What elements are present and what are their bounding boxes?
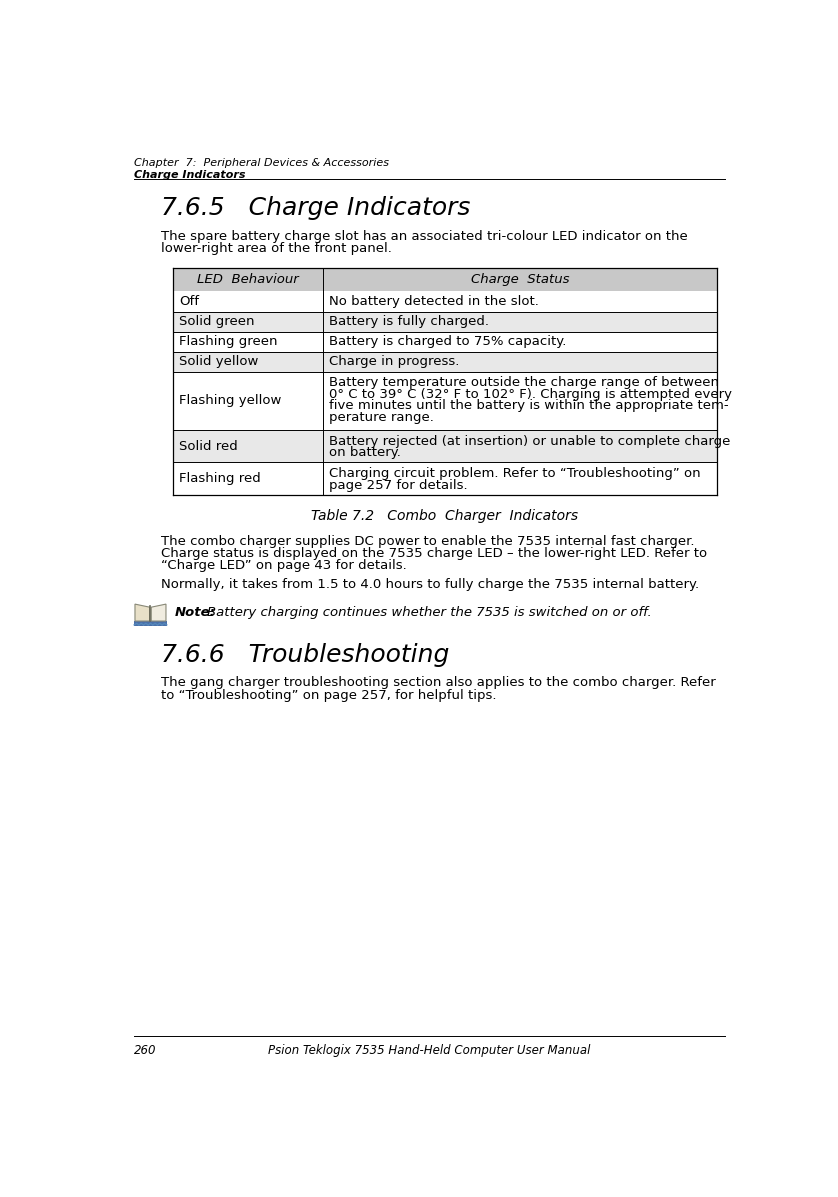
Text: Note:: Note: <box>174 606 215 619</box>
Text: page 257 for details.: page 257 for details. <box>328 479 468 492</box>
Text: 0° C to 39° C (32° F to 102° F). Charging is attempted every: 0° C to 39° C (32° F to 102° F). Chargin… <box>328 388 732 401</box>
Text: Charge Indicators: Charge Indicators <box>134 170 246 180</box>
Text: perature range.: perature range. <box>328 411 433 424</box>
Text: Solid yellow: Solid yellow <box>179 356 259 367</box>
Text: Battery charging continues whether the 7535 is switched on or off.: Battery charging continues whether the 7… <box>207 606 652 619</box>
Text: Flashing red: Flashing red <box>179 472 261 485</box>
Text: Battery is fully charged.: Battery is fully charged. <box>328 315 489 328</box>
Text: lower-right area of the front panel.: lower-right area of the front panel. <box>161 242 391 255</box>
Text: Charge status is displayed on the 7535 charge LED – the lower-right LED. Refer t: Charge status is displayed on the 7535 c… <box>161 547 706 560</box>
Text: 7.6.6   Troubleshooting: 7.6.6 Troubleshooting <box>161 643 449 667</box>
Text: Normally, it takes from 1.5 to 4.0 hours to fully charge the 7535 internal batte: Normally, it takes from 1.5 to 4.0 hours… <box>161 578 699 591</box>
Text: Off: Off <box>179 294 199 308</box>
Text: Solid red: Solid red <box>179 439 238 452</box>
Text: on battery.: on battery. <box>328 446 401 460</box>
Text: Chapter  7:  Peripheral Devices & Accessories: Chapter 7: Peripheral Devices & Accessor… <box>134 158 389 168</box>
Bar <box>173 462 717 494</box>
Text: Flashing yellow: Flashing yellow <box>179 394 282 407</box>
Bar <box>173 292 717 311</box>
Bar <box>173 268 717 292</box>
Text: “Charge LED” on page 43 for details.: “Charge LED” on page 43 for details. <box>161 559 406 572</box>
Text: Table 7.2   Combo  Charger  Indicators: Table 7.2 Combo Charger Indicators <box>312 509 578 523</box>
Text: Solid green: Solid green <box>179 315 255 328</box>
Text: Battery is charged to 75% capacity.: Battery is charged to 75% capacity. <box>328 335 566 348</box>
Polygon shape <box>135 604 150 621</box>
Text: five minutes until the battery is within the appropriate tem-: five minutes until the battery is within… <box>328 400 728 412</box>
Text: Battery rejected (at insertion) or unable to complete charge: Battery rejected (at insertion) or unabl… <box>328 435 730 448</box>
Bar <box>134 621 167 626</box>
Polygon shape <box>151 604 166 621</box>
Text: to “Troubleshooting” on page 257, for helpful tips.: to “Troubleshooting” on page 257, for he… <box>161 688 496 701</box>
Text: 7.6.5   Charge Indicators: 7.6.5 Charge Indicators <box>161 196 470 220</box>
Bar <box>173 311 717 332</box>
Text: 260: 260 <box>134 1044 157 1057</box>
Text: Flashing green: Flashing green <box>179 335 277 348</box>
Bar <box>173 332 717 352</box>
Bar <box>173 352 717 371</box>
Text: The spare battery charge slot has an associated tri-colour LED indicator on the: The spare battery charge slot has an ass… <box>161 230 687 243</box>
Bar <box>173 371 717 430</box>
Text: Psion Teklogix 7535 Hand-Held Computer User Manual: Psion Teklogix 7535 Hand-Held Computer U… <box>268 1044 591 1057</box>
Text: The combo charger supplies DC power to enable the 7535 internal fast charger.: The combo charger supplies DC power to e… <box>161 535 694 548</box>
Text: LED  Behaviour: LED Behaviour <box>197 273 298 286</box>
Text: The gang charger troubleshooting section also applies to the combo charger. Refe: The gang charger troubleshooting section… <box>161 676 716 689</box>
Text: Charge  Status: Charge Status <box>470 273 569 286</box>
Text: No battery detected in the slot.: No battery detected in the slot. <box>328 294 539 308</box>
Bar <box>173 430 717 462</box>
Text: Charging circuit problem. Refer to “Troubleshooting” on: Charging circuit problem. Refer to “Trou… <box>328 467 701 480</box>
Text: Battery temperature outside the charge range of between: Battery temperature outside the charge r… <box>328 376 719 389</box>
Text: Charge in progress.: Charge in progress. <box>328 356 459 367</box>
